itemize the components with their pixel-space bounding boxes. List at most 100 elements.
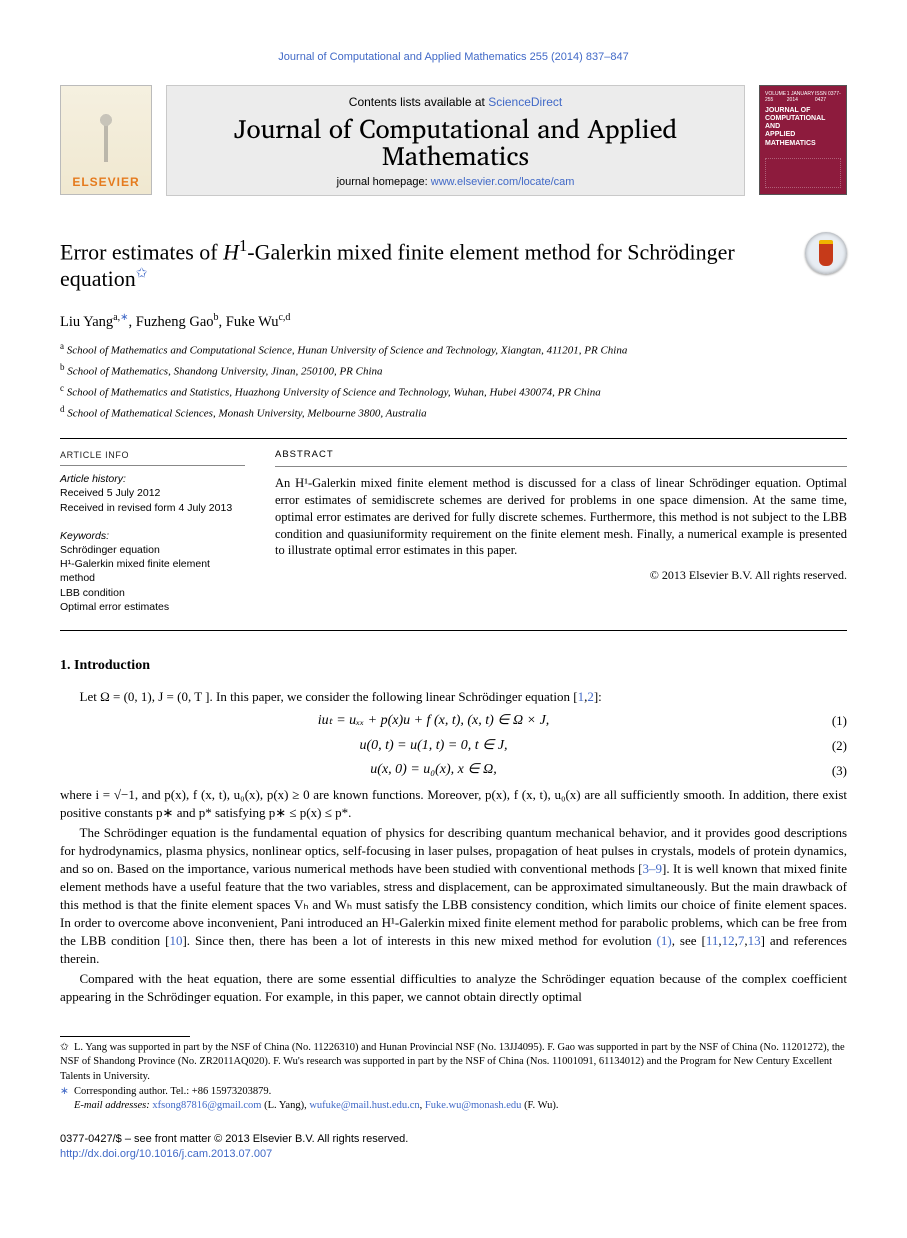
cover-t1: JOURNAL OF [765,107,841,115]
footnotes: ✩L. Yang was supported in part by the NS… [60,1036,847,1114]
affiliation-b: b School of Mathematics, Shandong Univer… [60,361,847,380]
footnote-emails: E-mail addresses: xfsong87816@gmail.com … [60,1099,847,1114]
affiliation-c: c School of Mathematics and Statistics, … [60,382,847,401]
equation-1: iuₜ = uₓₓ + p(x)u + f (x, t), (x, t) ∈ Ω… [60,712,847,731]
author-3-aff: c,d [278,312,290,323]
email-3-who: (F. Wu). [521,1100,558,1111]
tree-icon [67,92,145,172]
issn-line: 0377-0427/$ – see front matter © 2013 El… [60,1132,847,1147]
authors: Liu Yanga,∗, Fuzheng Gaob, Fuke Wuc,d [60,311,847,332]
affil-a-text: School of Mathematics and Computational … [67,345,628,357]
history-revised: Received in revised form 4 July 2013 [60,501,245,515]
title-sup: 1 [239,236,247,255]
section-1-head: 1. Introduction [60,657,847,676]
history-received: Received 5 July 2012 [60,486,245,500]
cover-issn: ISSN 0377-0427 [815,92,841,104]
footnote-funding-text: L. Yang was supported in part by the NSF… [60,1042,845,1082]
affiliation-a: a School of Mathematics and Computationa… [60,340,847,359]
footnote-corr-sym: ∗ [60,1085,74,1100]
title-panel: Contents lists available at ScienceDirec… [166,85,745,197]
kw2: H¹-Galerkin mixed finite element method [60,557,245,585]
p3e: , see [ [672,933,706,948]
cover-vol: VOLUME 255 [765,92,787,104]
cover-date: 1 JANUARY 2014 [787,92,815,104]
cite-12[interactable]: 12 [722,933,735,948]
rule-below-meta [60,630,847,631]
para-4: Compared with the heat equation, there a… [60,970,847,1006]
cite-13[interactable]: 13 [748,933,761,948]
cite-10[interactable]: 10 [169,933,182,948]
elsevier-logo[interactable]: ELSEVIER [60,85,152,195]
kw4: Optimal error estimates [60,600,245,614]
equation-2: u(0, t) = u(1, t) = 0, t ∈ J, (2) [60,737,847,756]
eq1-body: iuₜ = uₓₓ + p(x)u + f (x, t), (x, t) ∈ Ω… [60,712,807,731]
title-footnote-star[interactable]: ✩ [136,267,148,282]
affil-d-text: School of Mathematical Sciences, Monash … [67,408,426,420]
contents-prefix: Contents lists available at [349,95,488,109]
p1b: ]: [594,689,602,704]
email-label: E-mail addresses: [74,1100,150,1111]
cover-top-row: VOLUME 255 1 JANUARY 2014 ISSN 0377-0427 [765,92,841,104]
affil-b-text: School of Mathematics, Shandong Universi… [67,366,382,378]
email-3[interactable]: Fuke.wu@monash.edu [425,1100,522,1111]
homepage-line: journal homepage: www.elsevier.com/locat… [177,175,734,190]
email-1[interactable]: xfsong87816@gmail.com [152,1100,261,1111]
article-title: Error estimates of H1-Galerkin mixed fin… [60,236,847,292]
homepage-link[interactable]: www.elsevier.com/locate/cam [431,176,575,188]
abstract: ABSTRACT An H¹-Galerkin mixed finite ele… [275,439,847,614]
p1a: Let Ω = (0, 1), J = (0, T ]. In this pap… [80,689,578,704]
doi-block: 0377-0427/$ – see front matter © 2013 El… [60,1132,847,1162]
article-info: ARTICLE INFO Article history: Received 5… [60,439,245,614]
footnote-corr-text: Corresponding author. Tel.: +86 15973203… [74,1086,271,1097]
author-2: Fuzheng Gao [136,313,214,329]
title-pre: Error estimates of [60,240,223,265]
affil-c-text: School of Mathematics and Statistics, Hu… [67,387,601,399]
article-info-label: ARTICLE INFO [60,449,245,466]
section-1-num: 1. [60,658,71,673]
author-1-aff: a [113,312,117,323]
eq3-no: (3) [807,762,847,780]
para-3: The Schrödinger equation is the fundamen… [60,824,847,968]
p3d: ]. Since then, there has been a lot of i… [182,933,656,948]
eq3-body: u(x, 0) = u₀(x), x ∈ Ω, [60,761,807,780]
corresponding-mark[interactable]: ∗ [120,312,128,323]
kw3: LBB condition [60,586,245,600]
cover-t3: APPLIED MATHEMATICS [765,131,841,147]
cover-t2: COMPUTATIONAL AND [765,115,841,131]
author-2-aff: b [214,312,219,323]
bookmark-icon [819,240,833,266]
keywords-label: Keywords: [60,529,245,543]
doi-link[interactable]: http://dx.doi.org/10.1016/j.cam.2013.07.… [60,1148,272,1160]
abstract-text: An H¹-Galerkin mixed finite element meth… [275,475,847,559]
eq2-body: u(0, t) = u(1, t) = 0, t ∈ J, [60,737,807,756]
para-1: Let Ω = (0, 1), J = (0, T ]. In this pap… [60,688,847,706]
running-head: Journal of Computational and Applied Mat… [60,50,847,65]
para-2-wrap: where i = √−1, and p(x), f (x, t), u₀(x)… [60,786,847,1005]
cite-3to9[interactable]: 3–9 [643,861,663,876]
elsevier-wordmark: ELSEVIER [72,174,139,194]
section-1-title: Introduction [74,658,150,673]
footnote-funding: ✩L. Yang was supported in part by the NS… [60,1041,847,1085]
email-2[interactable]: wufuke@mail.hust.edu.cn [309,1100,419,1111]
meta-row: ARTICLE INFO Article history: Received 5… [60,439,847,614]
email-1-who: (L. Yang), [264,1100,309,1111]
author-3: Fuke Wu [226,313,279,329]
sciencedirect-link[interactable]: ScienceDirect [488,95,562,109]
masthead: ELSEVIER Contents lists available at Sci… [60,85,847,197]
journal-cover-thumb[interactable]: VOLUME 255 1 JANUARY 2014 ISSN 0377-0427… [759,85,847,195]
page-root: Journal of Computational and Applied Mat… [0,0,907,1192]
journal-title: Journal of Computational and Applied Mat… [177,116,734,171]
abstract-copyright: © 2013 Elsevier B.V. All rights reserved… [275,567,847,583]
history-title: Article history: [60,472,245,486]
cite-11[interactable]: 11 [706,933,719,948]
section-1-body: Let Ω = (0, 1), J = (0, T ]. In this pap… [60,688,847,706]
eqref-1[interactable]: (1) [657,933,672,948]
abstract-label: ABSTRACT [275,449,847,467]
title-math: H [223,240,239,265]
footnote-rule [60,1036,190,1037]
footnote-corresponding: ∗Corresponding author. Tel.: +86 1597320… [60,1085,847,1100]
affiliation-d: d School of Mathematical Sciences, Monas… [60,403,847,422]
cover-decoration [765,158,841,188]
article-head: Error estimates of H1-Galerkin mixed fin… [60,236,847,292]
eq2-no: (2) [807,737,847,755]
